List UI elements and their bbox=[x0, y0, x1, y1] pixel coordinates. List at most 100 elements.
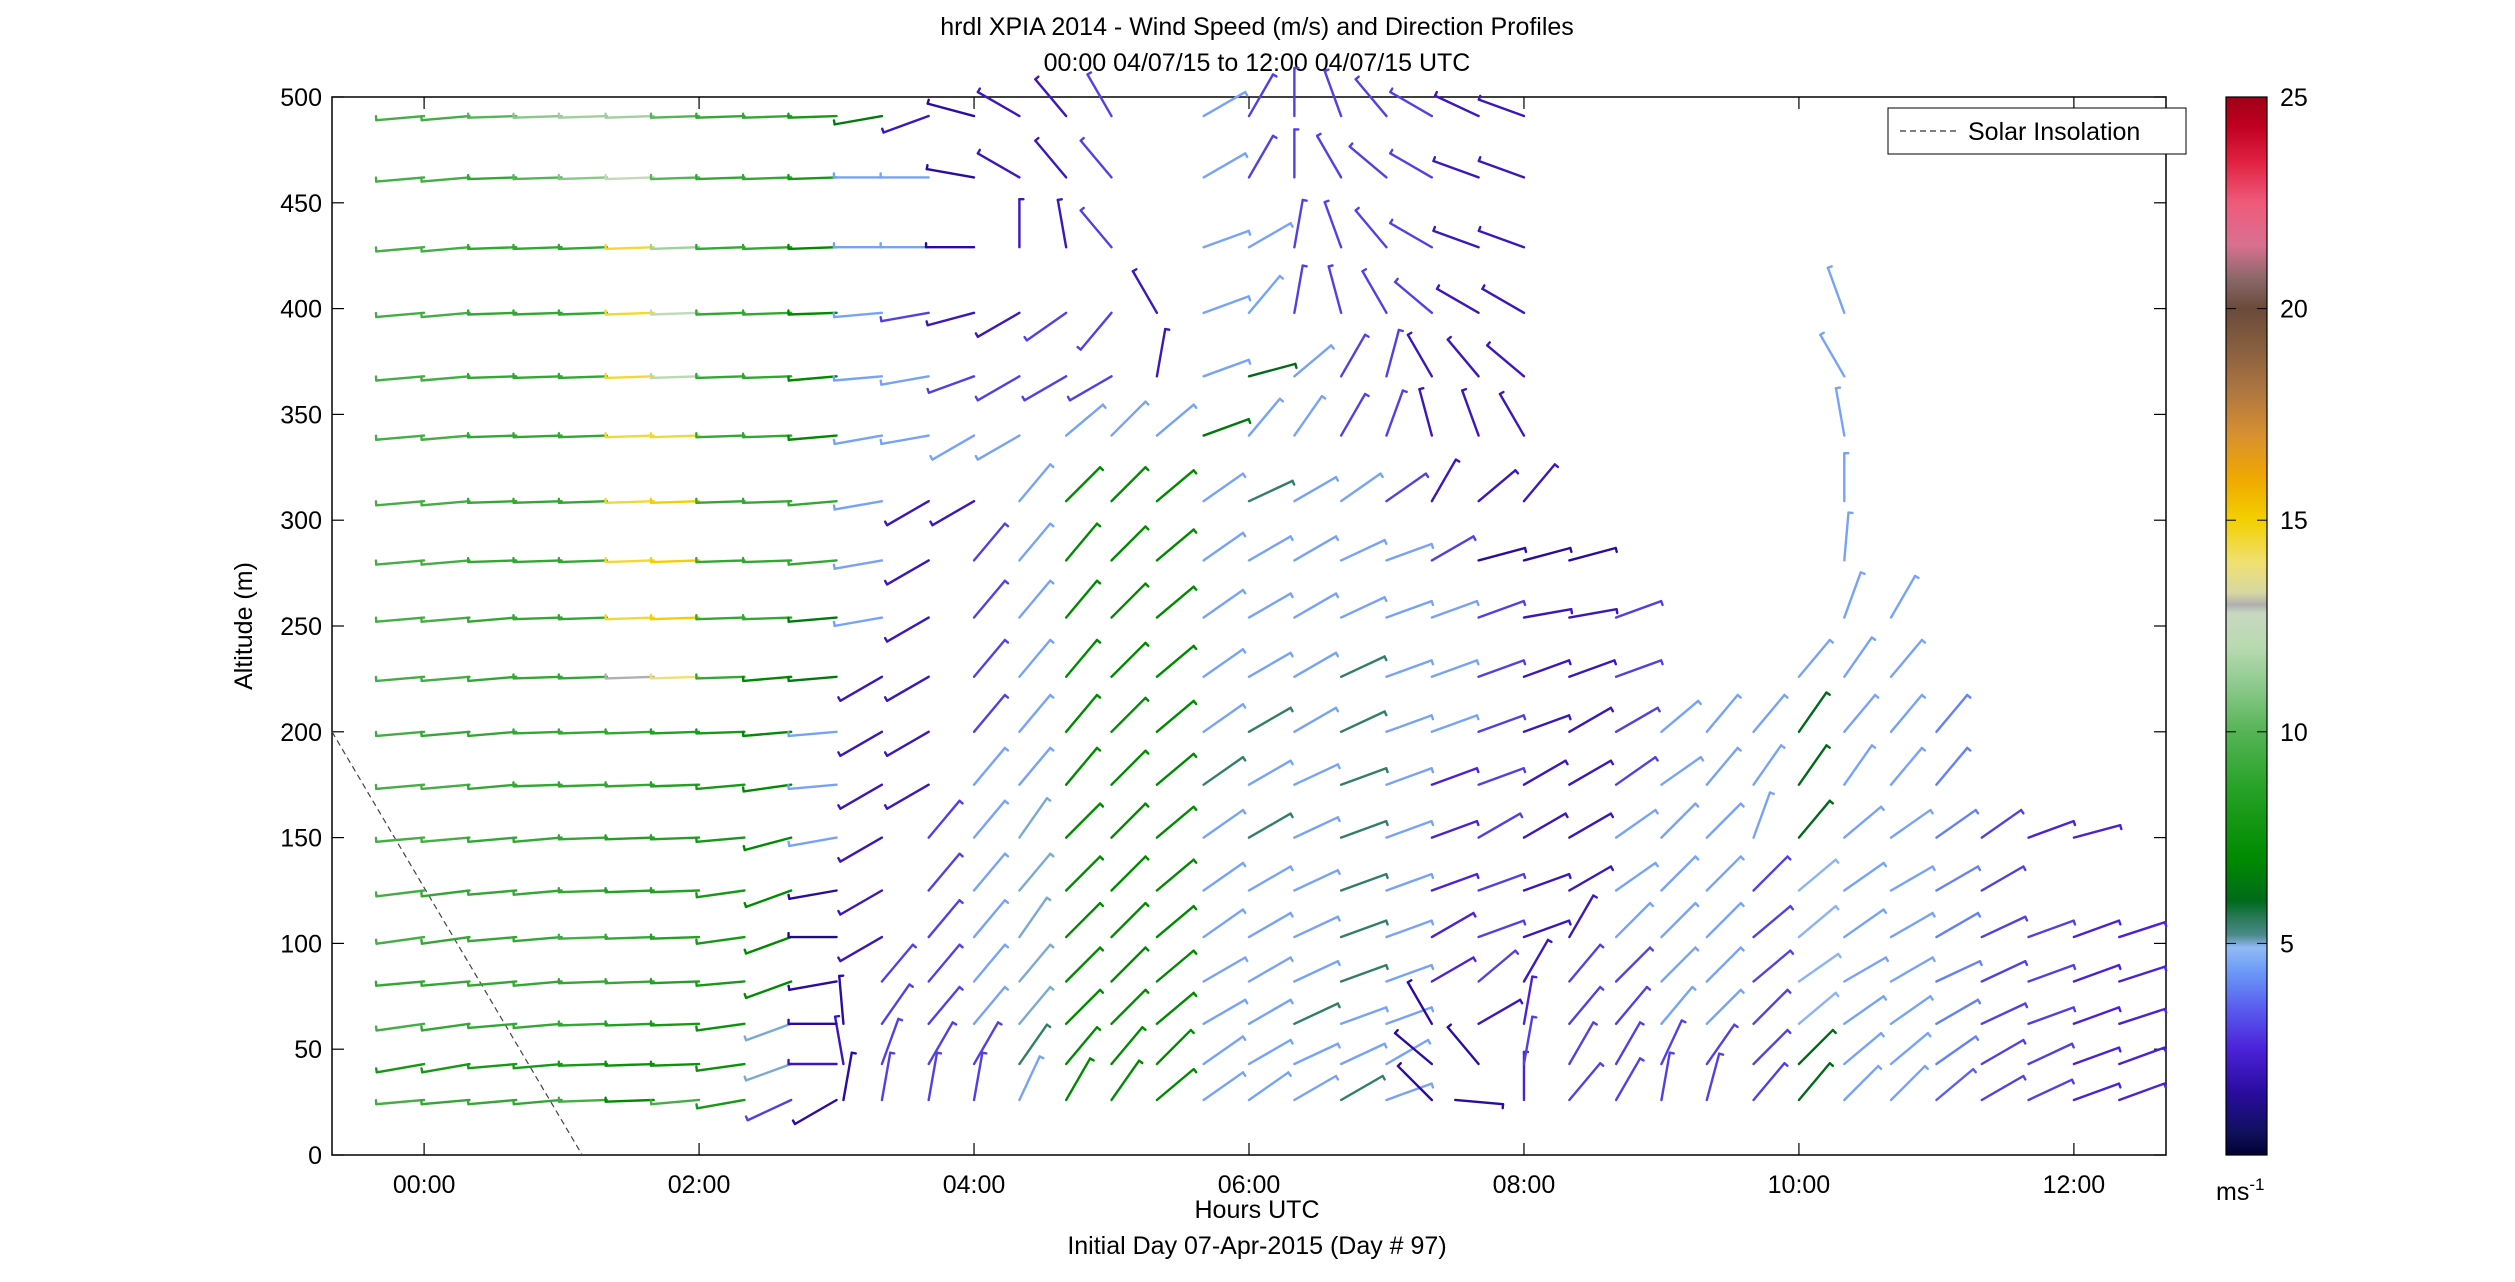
wind-barb bbox=[1430, 819, 1480, 839]
wind-barb bbox=[1389, 87, 1434, 118]
wind-barb bbox=[1460, 387, 1480, 437]
wind-barb bbox=[972, 1021, 1003, 1066]
x-axis: 00:00 02:00 04:00 06:00 08:00 10:00 12:00 bbox=[393, 97, 2105, 1199]
wind-barb bbox=[649, 977, 701, 985]
wind-barb bbox=[1293, 651, 1340, 678]
wind-barb bbox=[649, 614, 701, 621]
wind-barb bbox=[1446, 335, 1480, 378]
wind-barb bbox=[1568, 759, 1615, 786]
wind-barb bbox=[695, 372, 746, 380]
wind-barb bbox=[1066, 375, 1113, 402]
wind-barb bbox=[741, 556, 793, 564]
wind-barb bbox=[1843, 571, 1866, 619]
wind-barb bbox=[742, 836, 793, 852]
wind-barb bbox=[2027, 1042, 2075, 1066]
wind-barb bbox=[557, 834, 609, 841]
wind-barb bbox=[1614, 985, 1652, 1026]
wind-barb bbox=[883, 730, 930, 757]
wind-barb bbox=[842, 1051, 857, 1102]
wind-barb bbox=[1247, 535, 1294, 562]
wind-barb bbox=[1819, 331, 1846, 378]
wind-barb bbox=[1430, 956, 1477, 983]
wind-barb bbox=[1430, 767, 1480, 786]
wind-barb bbox=[557, 781, 609, 788]
colorbar-unit-base: ms bbox=[2216, 1178, 2249, 1206]
wind-barb bbox=[1247, 222, 1294, 249]
wind-barb bbox=[1843, 511, 1854, 562]
wind-barb bbox=[787, 675, 838, 683]
wind-barb bbox=[972, 943, 1010, 983]
wind-barb bbox=[466, 309, 518, 316]
wind-barb bbox=[2072, 823, 2123, 839]
wind-barb bbox=[1385, 389, 1408, 437]
wind-barb bbox=[695, 497, 746, 505]
wind-barb bbox=[420, 375, 471, 382]
wind-barb bbox=[1202, 229, 1252, 249]
wind-barb bbox=[1023, 311, 1068, 342]
wind-barb bbox=[1293, 816, 1341, 839]
wind-barb bbox=[1389, 218, 1434, 249]
wind-barb bbox=[1018, 1055, 1045, 1102]
wind-barb bbox=[1293, 1002, 1341, 1026]
wind-barb bbox=[1705, 746, 1742, 786]
wind-barb bbox=[1064, 988, 1105, 1026]
wind-barb bbox=[1797, 952, 1842, 983]
wind-barb bbox=[1155, 644, 1198, 678]
wind-barb bbox=[1980, 1038, 2027, 1066]
wind-barb bbox=[741, 309, 793, 316]
wind-barb bbox=[2072, 963, 2122, 983]
wind-barb bbox=[374, 1062, 426, 1074]
wind-barb bbox=[1522, 919, 1572, 939]
wind-barb bbox=[1247, 865, 1294, 892]
wind-barb bbox=[1293, 264, 1308, 315]
wind-barb bbox=[883, 783, 930, 810]
wind-barb bbox=[420, 559, 471, 566]
wind-barb bbox=[466, 497, 518, 505]
wind-barb bbox=[420, 675, 471, 683]
wind-barb bbox=[1155, 949, 1198, 983]
wind-barb bbox=[741, 783, 793, 793]
wind-barb bbox=[420, 980, 471, 987]
wind-barb bbox=[972, 1051, 988, 1102]
wind-barb bbox=[1339, 392, 1370, 437]
wind-barb bbox=[837, 836, 884, 863]
wind-barb bbox=[1385, 714, 1435, 733]
wind-barb bbox=[1339, 919, 1389, 939]
wind-barb bbox=[787, 499, 838, 507]
wind-barb bbox=[604, 309, 655, 316]
wind-barb bbox=[974, 434, 1021, 461]
wind-barb bbox=[512, 112, 563, 119]
wind-barb bbox=[557, 1060, 609, 1067]
x-axis-sublabel: Initial Day 07-Apr-2015 (Day # 97) bbox=[1067, 1232, 1446, 1260]
wind-barb bbox=[1752, 744, 1786, 786]
colorbar-ticks: 5 10 15 20 25 bbox=[2226, 84, 2308, 958]
wind-barb bbox=[466, 935, 518, 943]
wind-barb bbox=[1339, 767, 1389, 786]
wind-barb bbox=[1568, 943, 1605, 983]
wind-barb bbox=[929, 434, 976, 461]
wind-barb bbox=[1889, 995, 1934, 1026]
wind-barb bbox=[512, 980, 563, 987]
wind-barb bbox=[2027, 1006, 2077, 1026]
wind-barb bbox=[1385, 542, 1435, 562]
wind-barb bbox=[1018, 746, 1055, 786]
y-tick-label: 500 bbox=[280, 84, 322, 112]
wind-barb bbox=[1339, 1042, 1388, 1066]
wind-barb bbox=[880, 983, 914, 1026]
colorbar-tick-label: 15 bbox=[2280, 507, 2308, 535]
wind-barb bbox=[1522, 608, 1574, 619]
wind-barb bbox=[1477, 872, 1527, 892]
wind-barb bbox=[1797, 1028, 1837, 1066]
wind-barb bbox=[466, 889, 518, 896]
y-tick-label: 0 bbox=[308, 1142, 322, 1170]
wind-barb bbox=[1155, 858, 1198, 892]
wind-barb bbox=[1430, 535, 1477, 562]
wind-barb bbox=[787, 980, 838, 992]
wind-barb bbox=[2027, 1078, 2075, 1102]
wind-barb bbox=[1247, 651, 1294, 678]
wind-barb bbox=[741, 243, 793, 251]
wind-barb bbox=[880, 1017, 904, 1066]
wind-barb bbox=[1385, 767, 1435, 786]
wind-barb bbox=[374, 434, 426, 441]
wind-barb bbox=[466, 1098, 518, 1106]
